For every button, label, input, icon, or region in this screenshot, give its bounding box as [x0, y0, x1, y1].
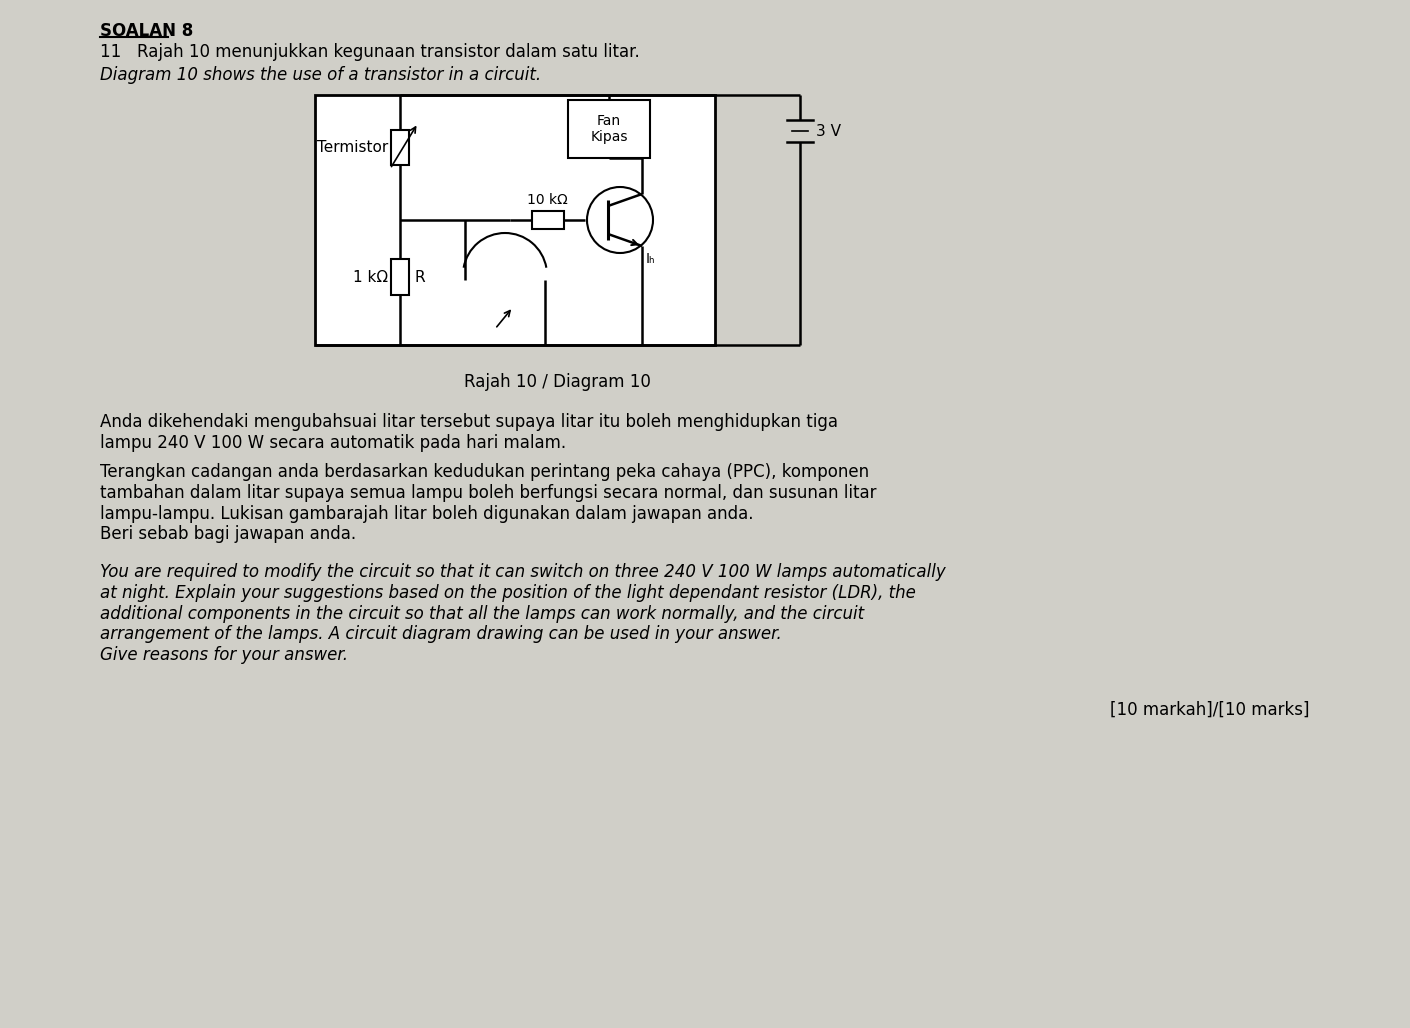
Text: Rajah 10 / Diagram 10: Rajah 10 / Diagram 10: [464, 373, 651, 391]
Text: 1 kΩ: 1 kΩ: [352, 269, 388, 285]
Text: [10 markah]/[10 marks]: [10 markah]/[10 marks]: [1111, 701, 1310, 719]
Bar: [568, 100, 650, 158]
Bar: [532, 211, 564, 229]
Text: R: R: [415, 269, 424, 285]
Text: Terangkan cadangan anda berdasarkan kedudukan perintang peka cahaya (PPC), kompo: Terangkan cadangan anda berdasarkan kedu…: [100, 463, 877, 544]
Text: You are required to modify the circuit so that it can switch on three 240 V 100 : You are required to modify the circuit s…: [100, 563, 946, 664]
Text: 10 kΩ: 10 kΩ: [527, 193, 568, 207]
Bar: [391, 259, 409, 295]
Bar: [314, 95, 715, 345]
Bar: [391, 130, 409, 164]
Text: Fan
Kipas: Fan Kipas: [591, 114, 627, 144]
Text: 11   Rajah 10 menunjukkan kegunaan transistor dalam satu litar.: 11 Rajah 10 menunjukkan kegunaan transis…: [100, 43, 640, 61]
Text: Termistor: Termistor: [317, 140, 388, 154]
Text: Iₕ: Iₕ: [646, 252, 656, 266]
Text: SOALAN 8: SOALAN 8: [100, 22, 193, 40]
Text: Anda dikehendaki mengubahsuai litar tersebut supaya litar itu boleh menghidupkan: Anda dikehendaki mengubahsuai litar ters…: [100, 413, 838, 451]
Text: Diagram 10 shows the use of a transistor in a circuit.: Diagram 10 shows the use of a transistor…: [100, 66, 541, 84]
Text: 3 V: 3 V: [816, 123, 840, 139]
